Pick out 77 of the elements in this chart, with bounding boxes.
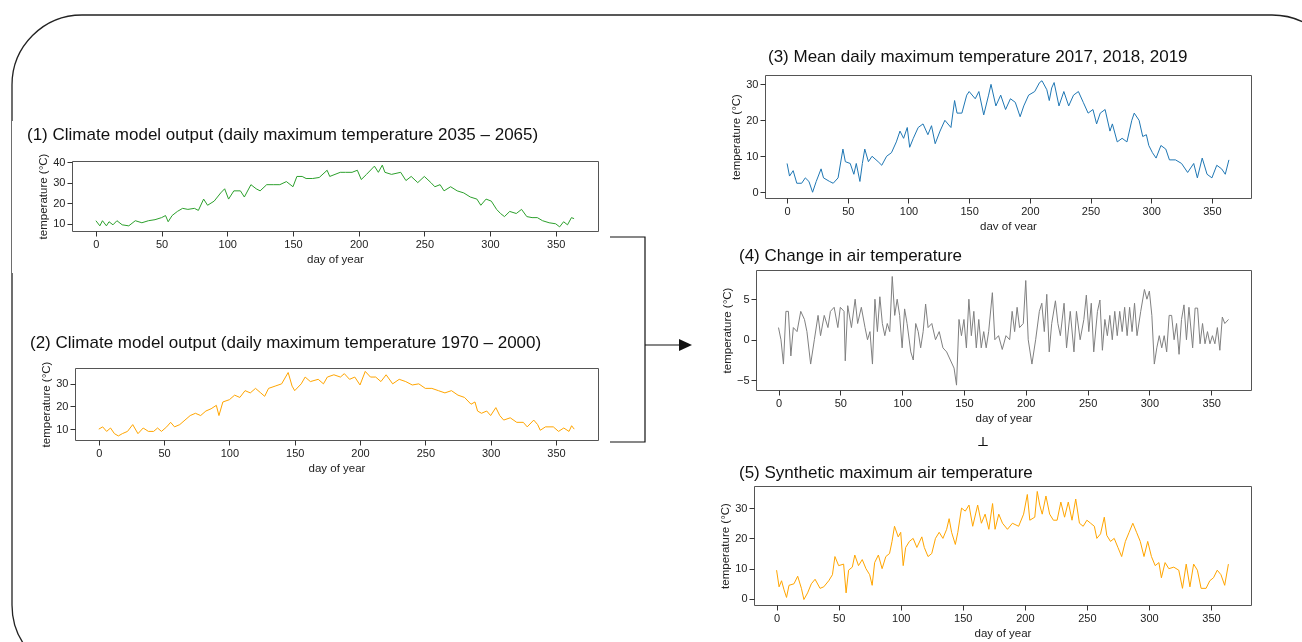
y-tick-label: 10 [56, 422, 69, 435]
x-tick-label: 350 [1202, 396, 1221, 409]
x-tick-label: 50 [834, 396, 847, 409]
x-axis-title: day of year [308, 461, 366, 474]
y-tick-label: 30 [53, 176, 66, 189]
y-axis-title: temperature (°C) [719, 502, 732, 589]
x-tick-label: 350 [547, 237, 566, 250]
x-axis-title: day of year [975, 411, 1033, 424]
y-tick-label: 10 [53, 217, 66, 230]
y-tick-label: 10 [746, 149, 759, 162]
x-tick-label: 100 [899, 204, 919, 217]
x-tick-label: 300 [1140, 611, 1159, 624]
x-tick-label: 350 [547, 446, 566, 459]
y-axis-title: temperature (°C) [40, 361, 53, 448]
chart-title: (1) Climate model output (daily maximum temperature 2035 – 2065) [27, 125, 539, 145]
y-tick-label: 20 [53, 196, 66, 209]
y-tick-label: 20 [746, 113, 759, 126]
y-tick-label: 0 [752, 185, 759, 198]
x-tick-label: 100 [893, 396, 912, 409]
x-tick-label: 0 [774, 611, 781, 624]
x-tick-label: 300 [481, 237, 500, 250]
x-tick-label: 50 [833, 611, 846, 624]
y-axis-title: temperature (°C) [720, 287, 733, 374]
x-tick-label: 50 [155, 237, 169, 250]
x-tick-label: 200 [1016, 611, 1035, 624]
x-tick-label: 300 [481, 446, 501, 459]
x-tick-label: 250 [416, 446, 435, 459]
line-series [95, 164, 575, 228]
y-tick-label: 30 [735, 501, 748, 514]
x-tick-label: 150 [284, 237, 303, 250]
x-tick-label: 300 [1140, 396, 1160, 409]
x-tick-label: 200 [351, 446, 370, 459]
line-series [778, 275, 1229, 386]
y-tick-label: 20 [735, 531, 748, 544]
y-tick-label: 30 [746, 77, 759, 90]
x-tick-label: 250 [1078, 611, 1097, 624]
y-axis-title: temperature (°C) [37, 153, 50, 240]
y-tick-label: −5 [736, 373, 750, 386]
chart-title: (2) Climate model output (daily maximum temperature 1970 – 2000) [30, 333, 542, 353]
x-axis-title: day of year [307, 252, 365, 265]
y-tick-label: 20 [56, 399, 69, 412]
x-tick-label: 200 [1021, 204, 1040, 217]
x-tick-label: 0 [775, 396, 783, 409]
x-tick-label: 200 [349, 237, 369, 250]
x-tick-label: 0 [93, 237, 100, 250]
y-tick-label: 30 [56, 377, 69, 390]
x-tick-label: 300 [1142, 204, 1161, 217]
chart-title: (3) Mean daily maximum temperature 2017, 2018, 2019 [768, 47, 1188, 66]
y-tick-label: 10 [735, 562, 748, 575]
x-tick-label: 50 [842, 204, 855, 217]
x-tick-label: 150 [954, 611, 973, 624]
line-series [776, 490, 1229, 601]
x-tick-label: 250 [415, 237, 435, 250]
chart-title: (4) Change in air temperature [739, 246, 963, 265]
x-tick-label: 350 [1203, 204, 1222, 217]
line-series [98, 370, 575, 437]
x-tick-label: 150 [286, 446, 305, 459]
x-tick-label: 250 [1081, 204, 1101, 217]
x-tick-label: 0 [96, 446, 103, 459]
y-tick-label: 0 [741, 592, 748, 605]
x-tick-label: 200 [1017, 396, 1036, 409]
x-tick-label: 150 [955, 396, 974, 409]
x-tick-label: 150 [960, 204, 979, 217]
line-series [786, 80, 1230, 193]
x-tick-label: 250 [1078, 396, 1098, 409]
x-tick-label: 50 [158, 446, 171, 459]
y-tick-label: 5 [743, 292, 750, 305]
y-axis-title: temperature (°C) [730, 93, 743, 180]
x-tick-label: 0 [784, 204, 791, 217]
x-tick-label: 100 [892, 611, 911, 624]
y-tick-label: 0 [743, 333, 750, 346]
x-axis-title: day of year [974, 626, 1032, 639]
y-tick-label: 40 [53, 155, 66, 168]
x-tick-label: 100 [220, 446, 240, 459]
x-tick-label: 350 [1202, 611, 1221, 624]
x-tick-label: 100 [218, 237, 237, 250]
chart-title: (5) Synthetic maximum air temperature [739, 463, 1033, 482]
